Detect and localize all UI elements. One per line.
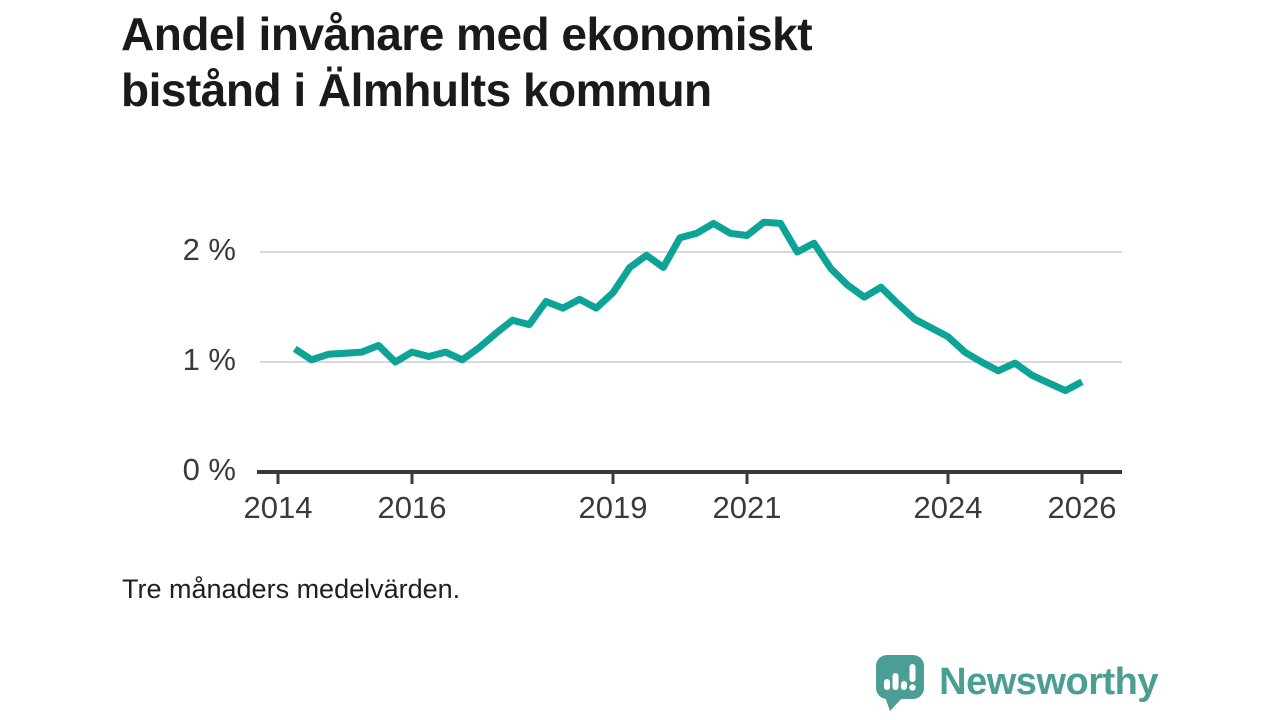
newsworthy-logo-icon (876, 655, 925, 711)
newsworthy-branding: Newsworthy (873, 652, 1158, 712)
y-axis-label-0pct: 0 % (182, 452, 236, 487)
newsworthy-logo-text: Newsworthy (939, 660, 1158, 703)
y-axis-label-1pct: 1 % (182, 342, 236, 377)
chart-footnote: Tre månaders medelvärden. (122, 574, 461, 604)
x-axis-label-2021: 2021 (712, 490, 782, 525)
chart-title: Andel invånare med ekonomiskt bistånd i … (121, 6, 1101, 118)
chart-title-line1: Andel invånare med ekonomiskt (121, 8, 813, 60)
y-axis-label-2pct: 2 % (182, 232, 236, 267)
x-axis-label-2026: 2026 (1047, 490, 1117, 525)
x-axis-label-2019: 2019 (578, 490, 648, 525)
x-axis-label-2014: 2014 (243, 490, 313, 525)
chart-title-line2: bistånd i Älmhults kommun (121, 64, 712, 116)
line-chart (257, 218, 1122, 484)
x-axis-label-2024: 2024 (913, 490, 983, 525)
x-axis-label-2016: 2016 (377, 490, 447, 525)
data-line-series (292, 218, 1084, 395)
